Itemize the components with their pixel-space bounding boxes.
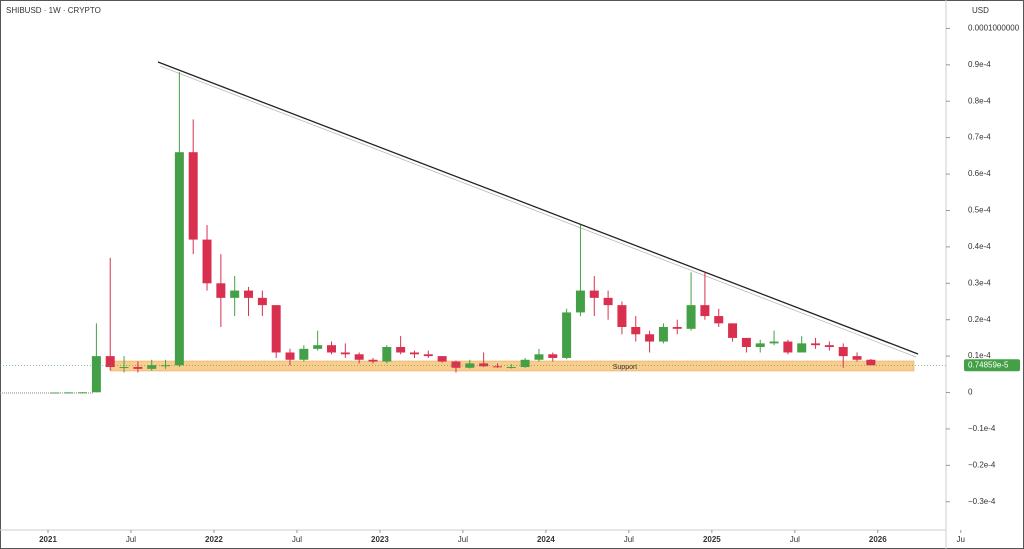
candle-body [50,392,60,394]
trendline [159,65,917,358]
candle-body [672,326,682,329]
last-price-box [964,359,1020,372]
candle-body [700,305,710,317]
last-price-label: 0.74859e-5 [968,360,1009,369]
x-tick-label: Ju [957,535,965,544]
y-tick-label: −0.1e-4 [968,424,996,433]
x-tick-label: 2022 [205,535,223,544]
y-tick-label: 0.7e-4 [968,133,991,142]
candle-body [244,290,254,298]
y-tick-label: −0.3e-4 [968,497,996,506]
candle-body [575,290,585,313]
x-tick-label: 2025 [703,535,721,544]
y-tick-label: 0.8e-4 [968,96,991,105]
candle-body [230,290,240,298]
candle-body [866,359,876,366]
support-label: Support [613,364,638,371]
candle-body [437,356,447,362]
y-tick-label: 0.2e-4 [968,315,991,324]
candle-body [340,352,350,355]
candle-body [174,152,184,366]
x-tick-label: Jul [292,535,302,544]
candle-body [838,347,848,357]
x-tick-label: Jul [624,535,634,544]
candle-body [520,359,530,368]
candle-body [285,352,295,360]
candle-body [396,347,406,353]
x-tick-label: Jul [126,535,136,544]
candle-body [105,356,115,368]
candle-body [299,348,309,360]
y-tick-label: −0.2e-4 [968,460,996,469]
chart-title: SHIBUSD · 1W · CRYPTO [6,6,101,15]
x-tick-label: Jul [790,535,800,544]
candle-body [271,305,281,353]
x-tick-label: 2021 [39,535,57,544]
currency-label: USD [972,6,989,15]
candle-body [465,363,475,368]
y-tick-label: 0.6e-4 [968,169,991,178]
candle-body [852,356,862,360]
candle-body [658,326,668,342]
candle-body [257,297,267,306]
candle-body [161,365,171,367]
candle-body [603,297,613,306]
candle-body [133,367,143,369]
candle-body [451,361,461,368]
candle-body [119,367,129,369]
candle-body [147,365,157,369]
candle-body [783,341,793,353]
y-tick-label: 0.4e-4 [968,242,991,251]
candle-body [327,345,336,353]
candle-body [368,359,378,362]
y-tick-label: 0 [968,388,973,397]
x-tick-label: 2026 [869,535,887,544]
y-tick-label: 0.1e-4 [968,351,991,360]
candle-body [492,366,502,368]
candle-body [645,334,655,342]
candle-body [562,312,572,358]
candle-body [811,343,821,346]
candle-body [91,356,101,393]
candle-body [631,326,641,335]
candle-body [589,290,599,298]
candle-body [64,392,74,394]
candle-body [714,316,724,324]
candle-body [824,345,834,348]
candle-body [686,305,696,329]
candle-body [354,354,364,360]
candle-body [769,341,779,344]
candle-body [78,392,88,394]
candle-body [755,343,765,348]
candle-body [506,367,516,369]
x-tick-label: 2023 [371,535,389,544]
trendline [157,61,919,355]
candle-body [797,343,807,353]
candle-body [202,239,212,284]
support-zone [110,360,915,372]
candle-body [479,363,489,367]
candle-body [382,347,392,362]
x-tick-label: Jul [458,535,468,544]
candle-body [534,354,544,360]
y-tick-label: 0.3e-4 [968,278,991,287]
candle-body [728,323,738,338]
candle-body [216,283,226,298]
candle-body [423,354,433,357]
candle-body [409,352,419,355]
candle-body [188,152,198,240]
candle-body [548,354,558,358]
candle-body [741,337,751,348]
candle-body [617,305,627,327]
y-tick-label: 0.0001000000 [968,24,1020,33]
x-tick-label: 2024 [537,535,555,544]
y-tick-label: 0.9e-4 [968,60,991,69]
y-tick-label: 0.5e-4 [968,206,991,215]
candle-body [313,345,323,349]
